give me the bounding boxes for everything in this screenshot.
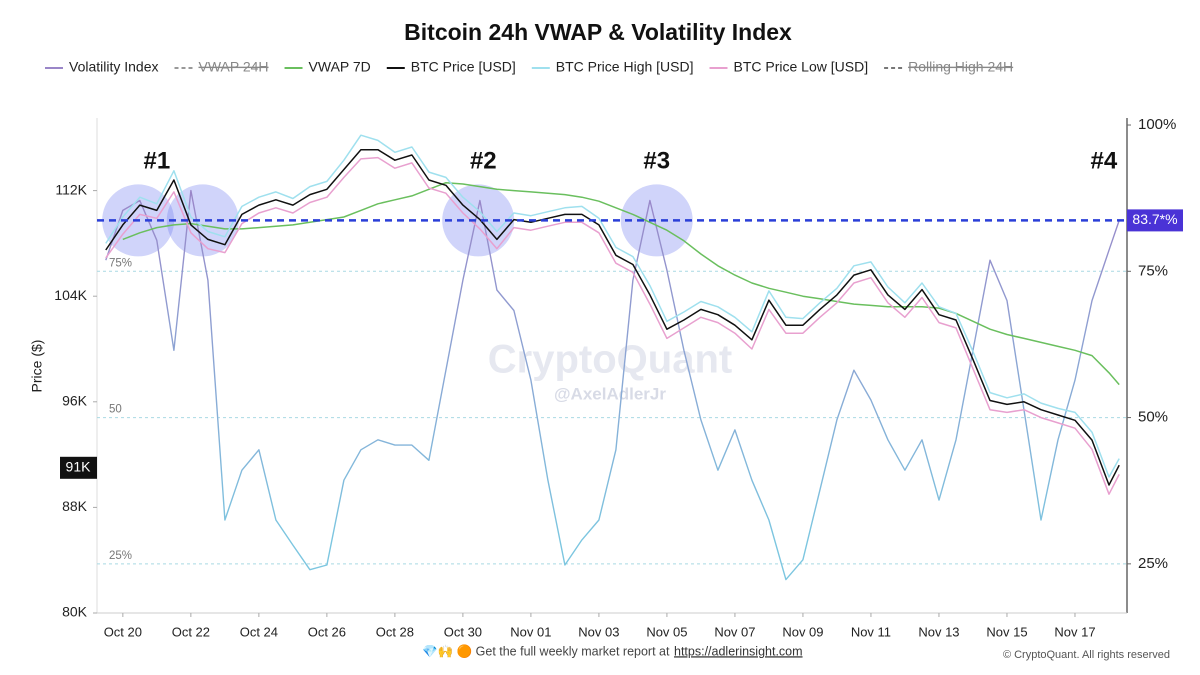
x-tick-label: Nov 15 [986,624,1027,639]
x-tick-label: Nov 13 [918,624,959,639]
legend-label: Rolling High 24H [908,59,1013,75]
annotation: #3 [643,147,670,174]
chart-title: Bitcoin 24h VWAP & Volatility Index [404,19,792,45]
author: @AxelAdlerJr [554,384,666,403]
reference-label: 83.7*% [1132,211,1177,227]
y-tick-label: 88K [62,498,88,514]
series-line [122,181,1120,386]
x-tick-label: Nov 07 [714,624,755,639]
y-axis-label: Price ($) [29,340,45,393]
y-tick-label: 104K [54,287,87,303]
guide-label: 50 [109,404,122,416]
x-tick-label: Nov 11 [851,624,891,639]
x-tick-label: Nov 09 [782,624,823,639]
highlight [620,184,693,257]
x-tick-label: Nov 03 [578,624,619,639]
x-tick-label: Oct 30 [444,624,482,639]
x-tick-label: Oct 28 [376,624,414,639]
series-line [105,156,1120,495]
x-tick-label: Oct 26 [308,624,346,639]
x-tick-label: Nov 01 [510,624,551,639]
x-tick-label: Oct 20 [104,624,142,639]
highlight [442,184,515,257]
copyright: © CryptoQuant. All rights reserved [1003,649,1170,661]
x-tick-label: Oct 22 [172,624,210,639]
y2-tick-label: 75% [1138,262,1168,279]
legend-label: Volatility Index [69,59,159,75]
y2-tick-label: 100% [1138,116,1176,133]
legend-label: VWAP 7D [309,59,371,75]
y-tick-label: 80K [62,604,88,620]
guide-label: 75% [109,257,132,269]
series-line [105,134,1120,478]
x-tick-label: Oct 24 [240,624,278,639]
legend-label: BTC Price [USD] [411,59,516,75]
footer-text: 💎🙌 🟠 Get the full weekly market report a… [422,643,670,658]
legend-label: BTC Price High [USD] [556,59,694,75]
annotation: #1 [143,147,170,174]
series-line [105,148,1120,486]
x-tick-label: Nov 05 [646,624,687,639]
legend-label: BTC Price Low [USD] [734,59,869,75]
watermark: CryptoQuant [488,338,732,382]
annotation: #4 [1091,147,1118,174]
x-tick-label: Nov 17 [1054,624,1095,639]
y2-tick-label: 25% [1138,555,1168,572]
legend-label: VWAP 24H [199,59,269,75]
footer-link[interactable]: https://adlerinsight.com [674,644,803,658]
y-tick-label: 96K [62,393,88,409]
reference-label-box [1127,209,1183,232]
highlight [166,184,239,257]
y-tick-label: 112K [55,181,87,197]
series-line [105,189,1120,581]
guide-label: 25% [109,550,132,562]
annotation: #2 [470,147,497,174]
last-price-label: 91K [66,459,92,475]
last-price-box [60,456,97,479]
y2-tick-label: 50% [1138,409,1168,426]
